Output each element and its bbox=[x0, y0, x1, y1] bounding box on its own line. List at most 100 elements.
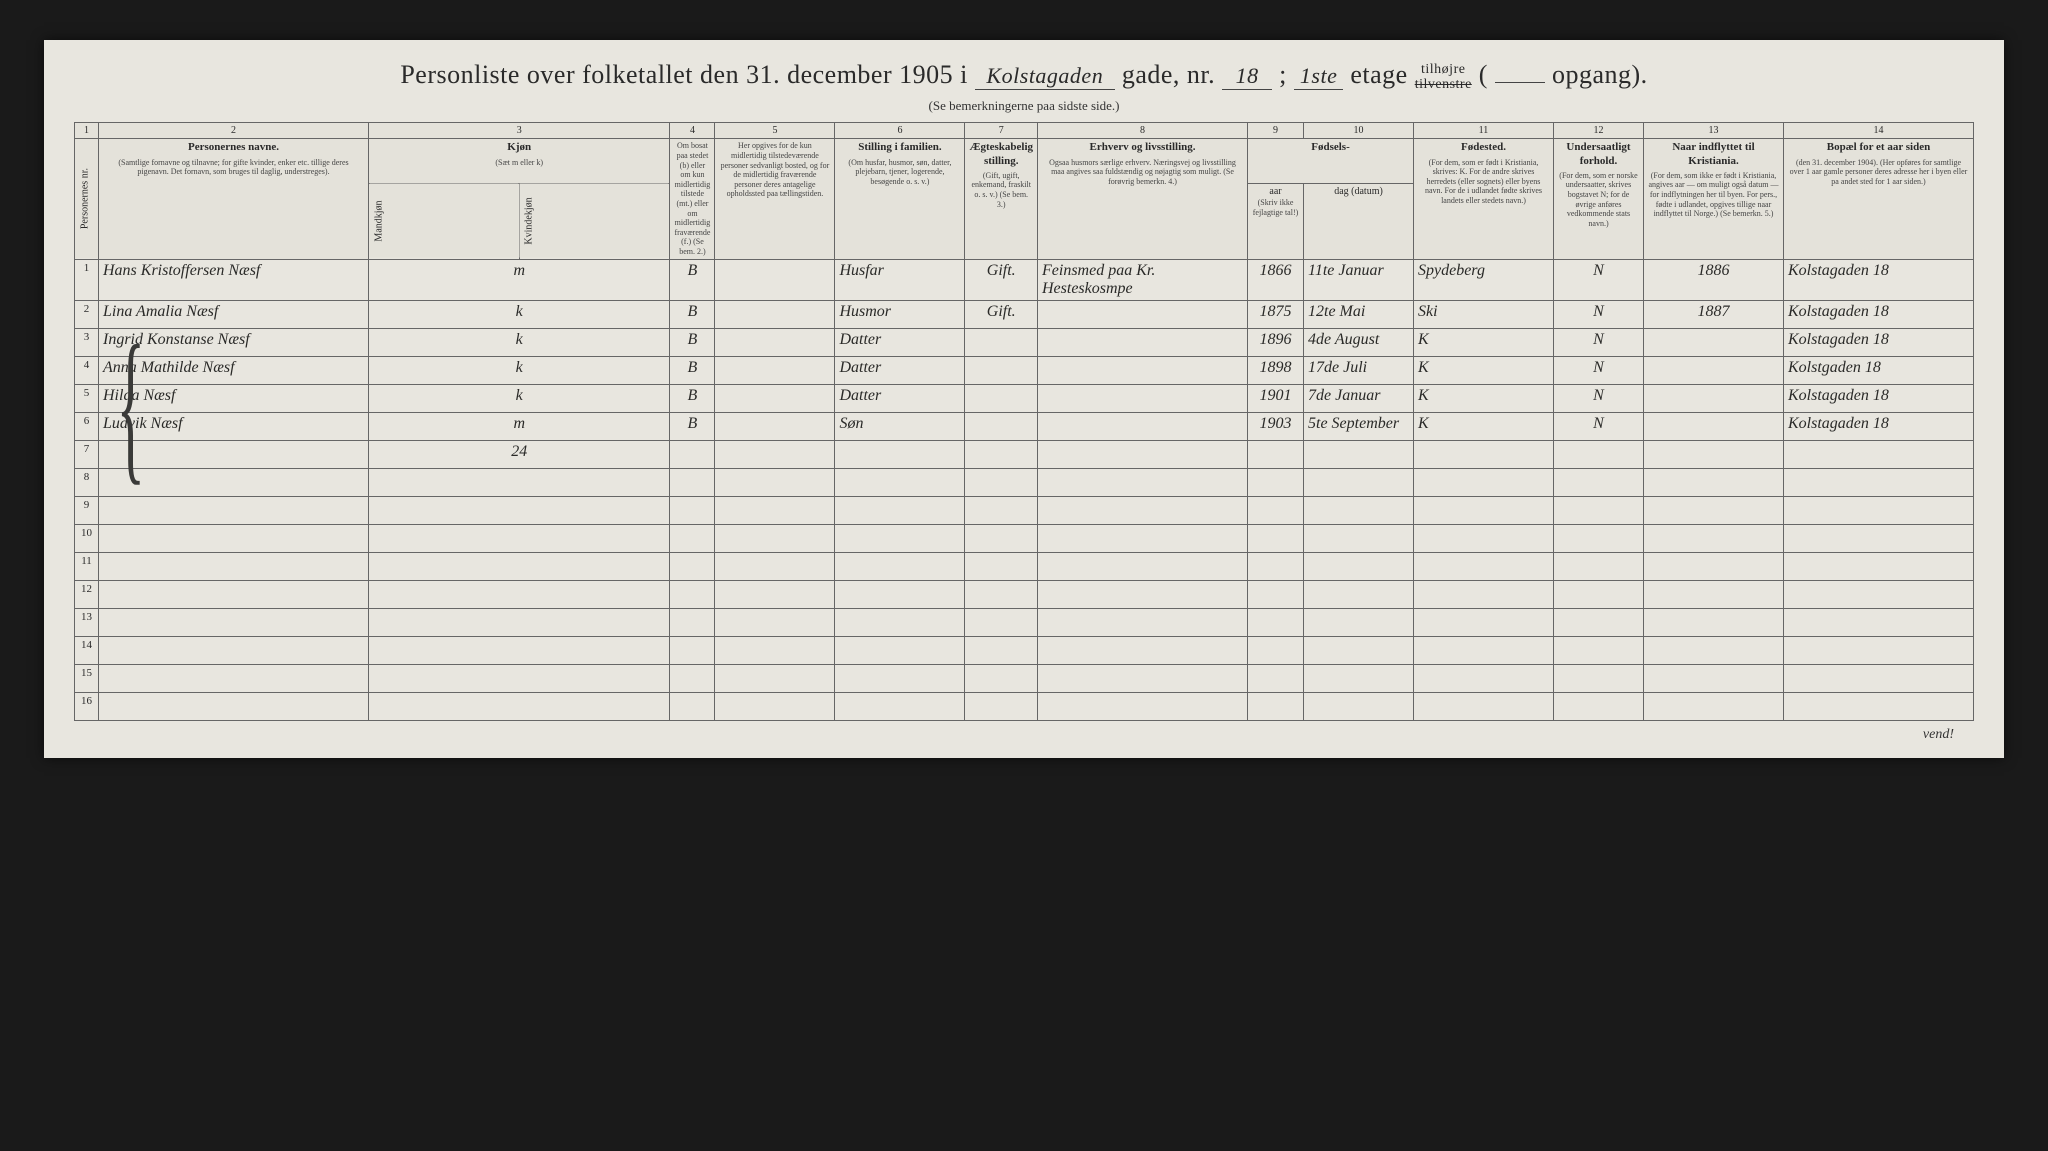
cell-erhverv bbox=[1038, 356, 1248, 384]
cell-empty bbox=[715, 468, 835, 496]
cell-empty bbox=[1038, 580, 1248, 608]
cell-bosat bbox=[670, 440, 715, 468]
header-stilling: Stilling i familien. (Om husfar, husmor,… bbox=[835, 139, 965, 259]
cell-aegte: Gift. bbox=[965, 300, 1038, 328]
column-number-row: 1 2 3 4 5 6 7 8 9 10 11 12 13 14 bbox=[75, 123, 1974, 139]
cell-empty bbox=[1644, 524, 1784, 552]
colnum: 5 bbox=[715, 123, 835, 139]
cell-empty bbox=[99, 664, 369, 692]
cell-indflyt bbox=[1644, 328, 1784, 356]
header-fodested: Fødested. (For dem, som er født i Kristi… bbox=[1414, 139, 1554, 259]
cell-erhverv: Feinsmed paa Kr. Hesteskosmpe bbox=[1038, 259, 1248, 300]
cell-empty bbox=[965, 608, 1038, 636]
cell-empty bbox=[1304, 524, 1414, 552]
cell-empty bbox=[1038, 692, 1248, 720]
colnum: 10 bbox=[1304, 123, 1414, 139]
cell-opphold bbox=[715, 300, 835, 328]
cell-empty bbox=[1038, 468, 1248, 496]
aegte-main: Ægteskabelig stilling. bbox=[969, 141, 1033, 167]
cell-empty bbox=[369, 496, 670, 524]
cell-erhverv bbox=[1038, 328, 1248, 356]
fodested-sub: (For dem, som er født i Kristiania, skri… bbox=[1418, 158, 1549, 206]
cell-empty bbox=[1248, 664, 1304, 692]
cell-fodested: K bbox=[1414, 356, 1554, 384]
cell-empty bbox=[715, 552, 835, 580]
cell-empty bbox=[670, 580, 715, 608]
tilhojre-group: tilhøjre tilvenstre bbox=[1415, 62, 1472, 93]
cell-stilling: Datter bbox=[835, 328, 965, 356]
cell-empty bbox=[670, 664, 715, 692]
header-bosat: Om bosat paa stedet (b) eller om kun mid… bbox=[670, 139, 715, 259]
cell-empty bbox=[1644, 608, 1784, 636]
cell-opphold bbox=[715, 328, 835, 356]
colnum: 12 bbox=[1554, 123, 1644, 139]
table-row: 2Lina Amalia NæsfkBHusmorGift.187512te M… bbox=[75, 300, 1974, 328]
row-nr: 7 bbox=[75, 440, 99, 468]
cell-bosat: B bbox=[670, 384, 715, 412]
cell-indflyt: 1887 bbox=[1644, 300, 1784, 328]
cell-empty bbox=[1784, 552, 1974, 580]
colnum: 9 bbox=[1248, 123, 1304, 139]
row-nr: 6 bbox=[75, 412, 99, 440]
cell-opphold bbox=[715, 384, 835, 412]
cell-empty bbox=[1248, 468, 1304, 496]
row-nr: 4 bbox=[75, 356, 99, 384]
cell-empty bbox=[1304, 552, 1414, 580]
cell-empty bbox=[1038, 608, 1248, 636]
row-nr: 15 bbox=[75, 664, 99, 692]
opgang-label: opgang). bbox=[1552, 60, 1648, 89]
cell-empty bbox=[1414, 552, 1554, 580]
cell-empty bbox=[1248, 692, 1304, 720]
cell-bopael: Kolstagaden 18 bbox=[1784, 259, 1974, 300]
cell-empty bbox=[1248, 580, 1304, 608]
cell-aar: 1898 bbox=[1248, 356, 1304, 384]
etage-label: etage bbox=[1350, 60, 1407, 89]
cell-stilling: Datter bbox=[835, 384, 965, 412]
cell-indflyt bbox=[1644, 440, 1784, 468]
row-nr: 11 bbox=[75, 552, 99, 580]
cell-dag bbox=[1304, 440, 1414, 468]
cell-bosat: B bbox=[670, 356, 715, 384]
cell-empty bbox=[1248, 496, 1304, 524]
cell-stilling bbox=[835, 440, 965, 468]
cell-empty bbox=[1554, 636, 1644, 664]
cell-empty bbox=[965, 580, 1038, 608]
cell-undersaat: N bbox=[1554, 300, 1644, 328]
row-nr: 10 bbox=[75, 524, 99, 552]
header-aar: aar (Skriv ikke fejlagtige tal!) bbox=[1248, 183, 1304, 259]
cell-opphold bbox=[715, 259, 835, 300]
cell-empty bbox=[835, 580, 965, 608]
cell-empty bbox=[1038, 496, 1248, 524]
cell-empty bbox=[835, 524, 965, 552]
cell-empty bbox=[369, 580, 670, 608]
cell-empty bbox=[715, 636, 835, 664]
erhverv-sub: Ogsaa husmors særlige erhverv. Næringsve… bbox=[1042, 158, 1243, 187]
cell-aegte bbox=[965, 328, 1038, 356]
cell-empty bbox=[99, 524, 369, 552]
cell-empty bbox=[369, 664, 670, 692]
census-document: { Personliste over folketallet den 31. d… bbox=[44, 40, 2004, 758]
cell-empty bbox=[369, 692, 670, 720]
cell-opphold bbox=[715, 412, 835, 440]
colnum: 13 bbox=[1644, 123, 1784, 139]
undersaat-sub: (For dem, som er norske undersaatter, sk… bbox=[1558, 171, 1639, 229]
cell-aar: 1901 bbox=[1248, 384, 1304, 412]
header-kjon: Kjøn (Sæt m eller k) bbox=[369, 139, 670, 184]
cell-empty bbox=[835, 468, 965, 496]
cell-empty bbox=[1414, 692, 1554, 720]
cell-empty bbox=[715, 524, 835, 552]
cell-empty bbox=[1038, 636, 1248, 664]
cell-empty bbox=[1554, 468, 1644, 496]
cell-empty bbox=[1304, 692, 1414, 720]
cell-empty bbox=[835, 552, 965, 580]
cell-aegte bbox=[965, 412, 1038, 440]
cell-empty bbox=[1304, 608, 1414, 636]
cell-empty bbox=[1784, 636, 1974, 664]
cell-empty bbox=[1644, 496, 1784, 524]
cell-empty bbox=[1414, 636, 1554, 664]
cell-stilling: Søn bbox=[835, 412, 965, 440]
cell-indflyt bbox=[1644, 412, 1784, 440]
cell-empty bbox=[369, 552, 670, 580]
cell-fodested: Spydeberg bbox=[1414, 259, 1554, 300]
cell-empty bbox=[1304, 496, 1414, 524]
